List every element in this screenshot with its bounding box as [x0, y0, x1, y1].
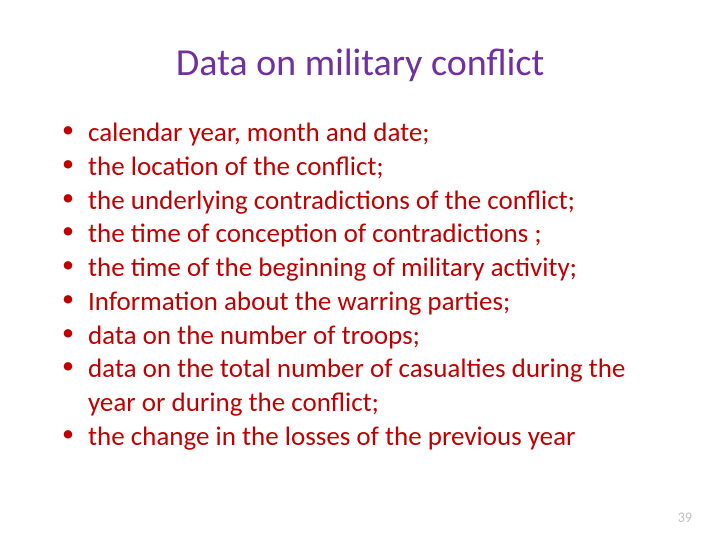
list-item: the time of conception of contradictions… [58, 217, 670, 251]
bullet-text: the time of the beginning of military ac… [88, 251, 577, 284]
bullet-list: calendar year, month and date; the locat… [58, 116, 670, 454]
bullet-text: Information about the warring parties; [88, 285, 510, 318]
list-item: data on the total number of casualties d… [58, 352, 670, 420]
list-item: Information about the warring parties; [58, 285, 670, 319]
bullet-text: calendar year, month and date; [88, 116, 430, 149]
list-item: the location of the conflict; [58, 150, 670, 184]
list-item: calendar year, month and date; [58, 116, 670, 150]
page-number: 39 [678, 509, 692, 526]
bullet-text: the time of conception of contradictions… [88, 217, 542, 250]
bullet-text: the location of the conflict; [88, 150, 384, 183]
slide-title: Data on military conflict [50, 40, 670, 86]
list-item: data on the number of troops; [58, 319, 670, 353]
list-item: the time of the beginning of military ac… [58, 251, 670, 285]
list-item: the change in the losses of the previous… [58, 420, 670, 454]
bullet-text: data on the number of troops; [88, 319, 420, 352]
list-item: the underlying contradictions of the con… [58, 184, 670, 218]
bullet-text: the underlying contradictions of the con… [88, 184, 575, 217]
bullet-text: data on the total number of casualties d… [88, 352, 625, 419]
slide: Data on military conflict calendar year,… [0, 0, 720, 540]
bullet-text: the change in the losses of the previous… [88, 420, 575, 453]
